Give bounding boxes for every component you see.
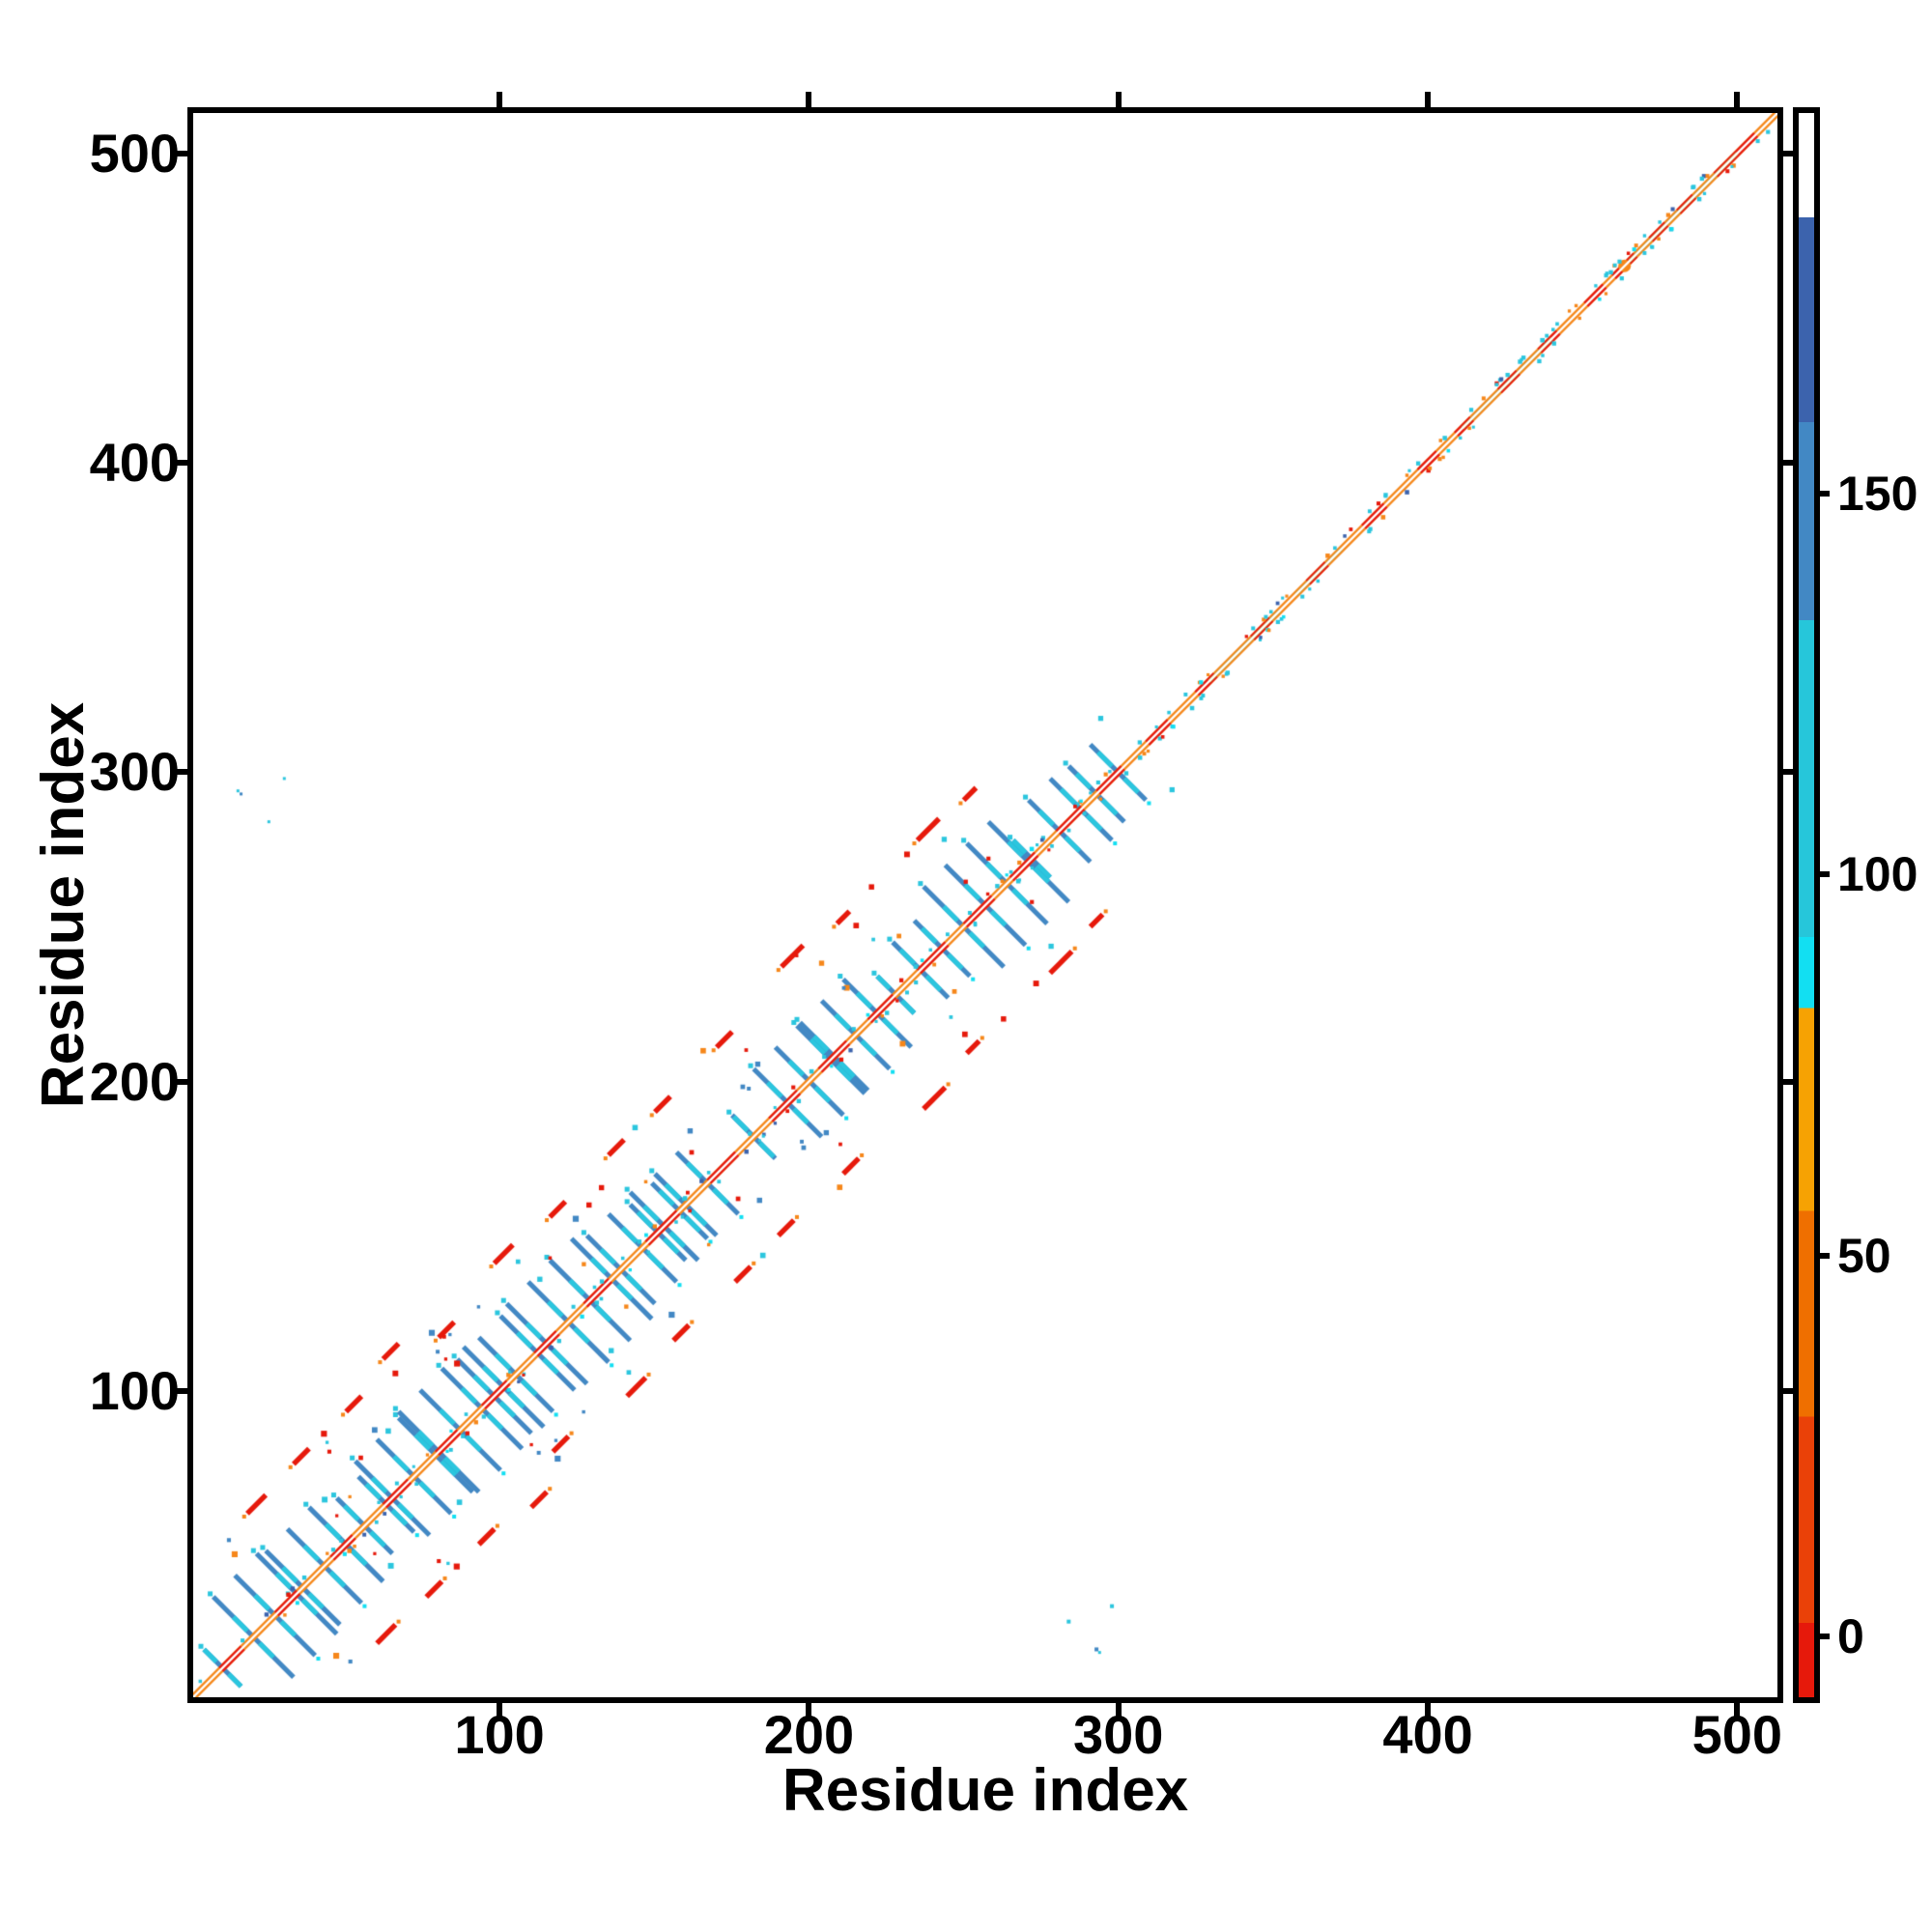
y-tick-mirror (1783, 150, 1796, 156)
colorbar-tick (1814, 1633, 1830, 1639)
x-axis-title: Residue index (781, 1757, 1189, 1824)
x-tick (1734, 1703, 1741, 1719)
y-tick-mirror (1783, 459, 1796, 466)
x-tick-label: 200 (763, 1704, 855, 1765)
colorbar-tick (1814, 491, 1830, 497)
y-tick-mirror (1783, 1387, 1796, 1394)
y-tick-mirror (1783, 1078, 1796, 1085)
colorbar-tick (1814, 1252, 1830, 1259)
colorbar-tick-label: 100 (1837, 847, 1918, 902)
y-tick-label: 500 (89, 122, 180, 184)
y-tick (172, 459, 187, 466)
y-tick (172, 1078, 187, 1085)
colorbar (1793, 107, 1820, 1703)
y-tick-label: 400 (89, 431, 180, 493)
y-tick (172, 769, 187, 776)
x-tick-label: 300 (1073, 1704, 1164, 1765)
x-tick (1425, 1703, 1432, 1719)
x-tick (497, 1703, 503, 1719)
x-tick (806, 1703, 812, 1719)
y-tick-mirror (1783, 769, 1796, 776)
x-tick-mirror (1425, 92, 1432, 107)
x-tick-mirror (806, 92, 812, 107)
x-tick-label: 100 (454, 1704, 545, 1765)
contact-map-canvas (193, 113, 1777, 1697)
colorbar-tick-label: 0 (1837, 1608, 1864, 1663)
y-tick-label: 300 (89, 741, 180, 803)
colorbar-tick (1814, 871, 1830, 878)
colorbar-tick-label: 50 (1837, 1228, 1891, 1283)
x-tick (1115, 1703, 1122, 1719)
x-tick-mirror (497, 92, 503, 107)
y-tick-label: 200 (89, 1050, 180, 1112)
x-tick-label: 500 (1691, 1704, 1783, 1765)
y-axis-title: Residue index (30, 701, 97, 1109)
colorbar-tick-label: 150 (1837, 467, 1918, 522)
x-tick-mirror (1734, 92, 1741, 107)
y-tick-label: 100 (89, 1359, 180, 1421)
y-tick (172, 1387, 187, 1394)
x-tick-label: 400 (1382, 1704, 1473, 1765)
x-tick-mirror (1115, 92, 1122, 107)
y-tick (172, 150, 187, 156)
